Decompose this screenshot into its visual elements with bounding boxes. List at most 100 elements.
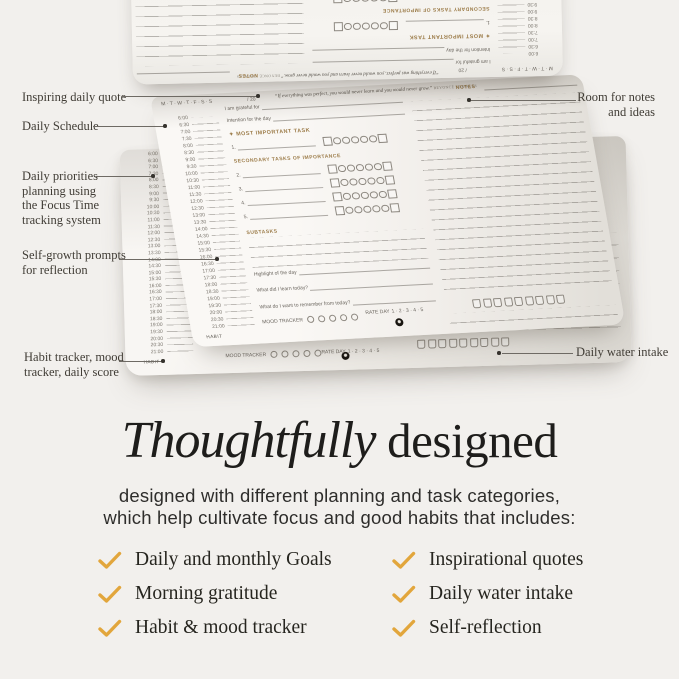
most-important-task-header: ✦ MOST IMPORTANT TASK: [229, 128, 311, 138]
focus-circle-icon: [361, 0, 370, 3]
section-heading: Thoughtfully designed: [0, 411, 679, 470]
task-row: 2.: [236, 168, 321, 179]
gratitude-label: I am grateful for: [455, 58, 491, 65]
mood-circle-icon: [292, 350, 300, 358]
water-cup-icon: [524, 296, 534, 306]
focus-circle-icon: [366, 176, 376, 185]
focus-circle-icon: [353, 205, 363, 214]
task-number: 5.: [243, 214, 249, 221]
write-line: [250, 214, 329, 220]
write-line: [273, 113, 406, 122]
callout-line: [93, 126, 164, 127]
checkmark-icon: [98, 585, 122, 603]
mood-circle-icon: [303, 349, 311, 358]
checkbox-icon: [384, 175, 395, 185]
grommet-icon: [341, 351, 350, 360]
focus-time-tracker: [327, 161, 393, 174]
rate-scale: 1 · 2 · 3 · 4 · 5: [347, 347, 380, 355]
callout-water-intake: Daily water intake: [576, 345, 669, 359]
callout-dot: [256, 94, 260, 98]
callout-dot: [151, 174, 155, 178]
heading-regular-word: designed: [375, 413, 558, 468]
checkbox-icon: [389, 21, 398, 31]
callout-line: [119, 259, 215, 260]
focus-circle-icon: [350, 135, 360, 144]
callout-habit-tracker: Habit tracker, mood tracker, daily score: [24, 350, 124, 379]
mood-label: MOOD TRACKER: [225, 352, 267, 360]
mood-circle-icon: [270, 350, 278, 358]
checkbox-icon: [388, 0, 398, 3]
write-line: [352, 300, 436, 306]
focus-circle-icon: [373, 162, 383, 171]
water-cup-icon: [534, 295, 545, 306]
water-cup-icon: [427, 339, 436, 349]
schedule-lines: [494, 0, 526, 54]
mood-circle-icon: [328, 314, 337, 322]
checkbox-icon: [322, 136, 333, 146]
focus-circle-icon: [378, 190, 387, 199]
mood-tracker: MOOD TRACKER: [262, 313, 359, 325]
focus-circle-icon: [344, 22, 352, 31]
planner-page: M · T · W · T · F · S · S / 20 “If every…: [127, 0, 563, 85]
date-slot: / 20: [246, 96, 257, 103]
mood-circle-icon: [281, 350, 289, 358]
task-row: 3.: [238, 182, 324, 193]
task-number: 4.: [240, 200, 247, 207]
daily-quote: “If everything was perfect, you would ne…: [236, 69, 439, 78]
callout-line: [471, 100, 576, 101]
write-line: [299, 267, 431, 276]
write-line: [312, 58, 454, 63]
checkbox-icon: [329, 178, 340, 188]
focus-circle-icon: [369, 190, 378, 199]
most-important-task-label: MOST IMPORTANT TASK: [409, 32, 484, 40]
callout-line: [119, 361, 161, 362]
intention-label: Intention for the day: [226, 115, 272, 124]
ruled-lines: [247, 228, 429, 268]
rate-scale: 1 · 2 · 3 · 4 · 5: [391, 307, 424, 315]
focus-circle-icon: [343, 0, 352, 3]
callout-dot: [497, 351, 501, 355]
water-cup-icon: [555, 294, 566, 304]
callout-self-growth: Self-growth prompts for reflection: [22, 248, 126, 277]
focus-circle-icon: [353, 22, 361, 31]
checkbox-icon: [334, 206, 345, 215]
water-cup-icon: [490, 337, 499, 347]
water-cup-icon: [503, 297, 513, 307]
checkmark-icon: [98, 551, 122, 569]
callout-dot: [163, 124, 167, 128]
habit-label: HABIT: [205, 333, 223, 340]
notes-header-line: [136, 71, 230, 75]
water-cup-icon: [448, 338, 457, 348]
feature-label: Daily water intake: [429, 583, 574, 604]
focus-time-tracker: [322, 133, 388, 146]
focus-circle-icon: [368, 134, 378, 143]
callout-room-notes: Room for notes and ideas: [577, 90, 655, 119]
water-intake-tracker: [471, 294, 566, 309]
subtasks-header: SUBTASKS: [246, 228, 279, 237]
callout-daily-schedule: Daily Schedule: [22, 119, 99, 133]
mood-tracker: MOOD TRACKER: [225, 349, 322, 360]
checkbox-icon: [333, 0, 343, 4]
callout-dot: [161, 359, 165, 363]
focus-circle-icon: [352, 0, 361, 3]
mood-circle-icon: [314, 349, 322, 357]
focus-circle-icon: [351, 191, 361, 200]
write-line: [310, 283, 434, 291]
date-slot: / 20: [458, 66, 467, 73]
planner-sheet-top-flipped: M · T · W · T · F · S · S / 20 “If every…: [126, 0, 563, 85]
focus-circle-icon: [380, 204, 390, 213]
focus-circle-icon: [342, 192, 352, 201]
feature-item: Inspirational quotes: [392, 549, 583, 570]
day-of-week-row: M · T · W · T · F · S · S: [160, 98, 213, 108]
checkmark-icon: [392, 585, 416, 603]
water-cup-icon: [513, 296, 524, 307]
quote-text: “If everything was perfect, you would ne…: [281, 69, 439, 78]
feature-item: Habit & mood tracker: [98, 617, 392, 638]
write-line: [312, 46, 445, 51]
task-number: 3.: [238, 186, 244, 193]
focus-circle-icon: [357, 177, 367, 186]
callout-line: [122, 96, 256, 97]
feature-label: Habit & mood tracker: [135, 617, 307, 638]
focus-circle-icon: [379, 0, 388, 2]
